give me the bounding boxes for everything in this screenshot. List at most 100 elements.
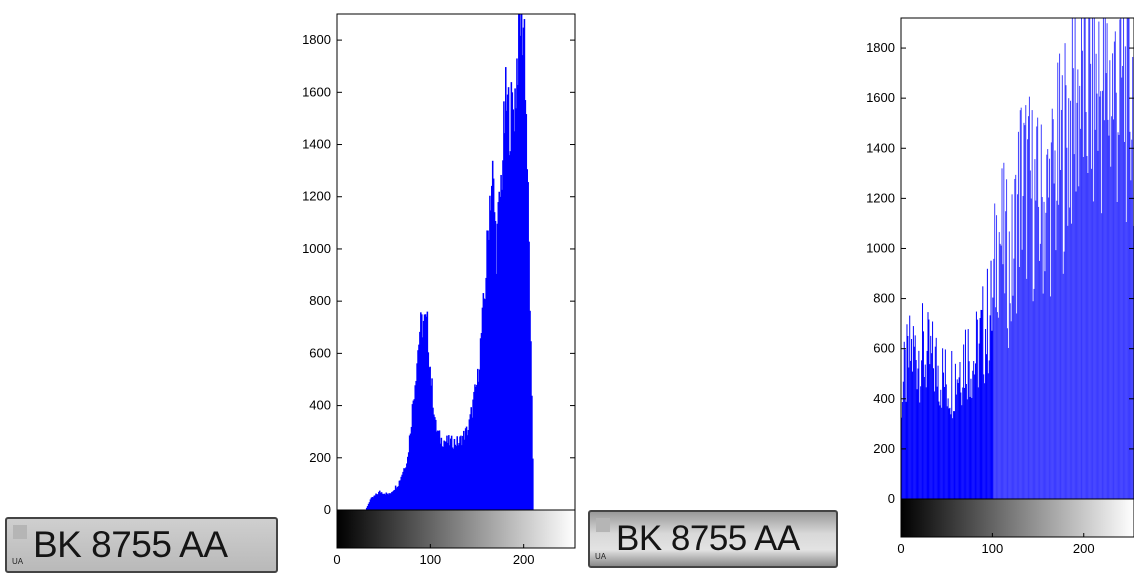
histogram-bar [976, 319, 978, 499]
histogram-bar [1049, 158, 1051, 499]
histogram-bar [1122, 65, 1124, 499]
y-tick-label: 1800 [866, 40, 895, 55]
histogram-bar [427, 352, 430, 510]
histogram-bar [1103, 120, 1105, 499]
histogram-bar [912, 326, 914, 499]
histogram-bar [430, 385, 432, 510]
histogram-bar [1016, 313, 1018, 499]
histogram-bar [450, 435, 453, 510]
grayscale-colorbar [336, 509, 576, 549]
histogram-bar [400, 476, 402, 510]
histogram-bar [1071, 18, 1073, 499]
histogram-bar [503, 101, 505, 510]
histogram-bar [478, 369, 481, 510]
histogram-bar [392, 491, 394, 510]
x-tick-label: 100 [982, 541, 1004, 556]
histogram-bar [975, 363, 977, 499]
histogram-bar [1061, 75, 1063, 499]
histogram-bar [389, 493, 391, 510]
histogram-bar [1109, 60, 1111, 499]
histogram-bar [401, 474, 403, 510]
histogram-bar [1013, 258, 1015, 499]
histogram-bar [473, 391, 475, 510]
histogram-bar [1027, 139, 1029, 499]
histogram-bar [1132, 56, 1134, 499]
histogram-bar [904, 349, 906, 499]
country-code: UA [595, 552, 607, 561]
histogram-bar [513, 131, 515, 510]
histogram-bar [1126, 18, 1128, 499]
license-plate-image-left: UA BK 8755 AA [5, 517, 278, 573]
histogram-bar [1080, 128, 1082, 499]
histogram-bar [918, 350, 920, 499]
histogram-bar [489, 195, 491, 510]
histogram-bar [385, 492, 388, 510]
histogram-bar [1099, 96, 1101, 499]
histogram-bar [1120, 18, 1122, 499]
histogram-bar [399, 480, 402, 510]
histogram-bar [483, 298, 486, 510]
histogram-bar [957, 382, 959, 499]
histogram-bar [1022, 196, 1024, 499]
histogram-bar [1102, 90, 1104, 499]
histogram-bar [987, 373, 989, 499]
histogram-bar [950, 414, 952, 499]
histogram-bar [460, 435, 462, 510]
histogram-bar [1098, 21, 1100, 499]
histogram-bar [921, 360, 923, 499]
histogram-bar [487, 230, 489, 510]
histogram-bar [391, 491, 393, 510]
histogram-bar [409, 433, 412, 510]
histogram-bar [965, 383, 967, 499]
histogram-bar [1091, 168, 1093, 499]
histogram-bar [475, 386, 477, 510]
histogram-bar [903, 341, 905, 499]
histogram-bar [380, 492, 383, 510]
flag-icon [13, 525, 27, 539]
histogram-bar [930, 335, 932, 499]
histogram-bar [501, 189, 503, 510]
histogram-bar [373, 495, 375, 510]
histogram-bar [934, 346, 936, 499]
histogram-bar [1084, 18, 1086, 499]
histogram-bar [1125, 222, 1127, 499]
histogram-bar [901, 402, 903, 499]
histogram-bar [1011, 194, 1013, 499]
histogram-bar [1056, 200, 1058, 499]
histogram-bar [397, 486, 400, 510]
histogram-bar [514, 88, 516, 510]
histogram-bar [982, 286, 984, 499]
histogram-bar [420, 312, 422, 510]
y-tick-label: 1200 [866, 190, 895, 205]
histogram-bar [1062, 273, 1064, 499]
histogram-bar [518, 14, 520, 510]
histogram-bar [508, 155, 511, 510]
histogram-bar [1046, 154, 1048, 499]
histogram-bar [1003, 162, 1005, 499]
histogram-bar [913, 346, 915, 499]
histogram-bar [393, 489, 396, 510]
histogram-bar [964, 329, 966, 499]
histogram-bar [1019, 110, 1021, 499]
histogram-bar [446, 435, 448, 510]
y-tick-label: 1200 [302, 189, 331, 204]
histogram-bar [1048, 197, 1050, 499]
histogram-bar [367, 503, 370, 510]
histogram-bar [527, 182, 529, 510]
histogram-bar [995, 307, 997, 499]
histogram-bar [1093, 18, 1095, 499]
histogram-bar [1057, 62, 1059, 499]
y-tick-label: 400 [309, 398, 331, 413]
histogram-bar [519, 35, 522, 510]
flag-icon [596, 518, 610, 532]
histogram-bar [388, 493, 390, 510]
histogram-bar [1079, 85, 1081, 499]
histogram-bar [418, 344, 420, 510]
histogram-bar [1082, 156, 1084, 499]
histogram-bar [1055, 250, 1057, 499]
histogram-bar [1085, 112, 1087, 499]
histogram-bar [459, 436, 461, 510]
histogram-bar [1123, 18, 1125, 499]
histogram-bar [1119, 19, 1121, 499]
histogram-bar [923, 377, 925, 499]
